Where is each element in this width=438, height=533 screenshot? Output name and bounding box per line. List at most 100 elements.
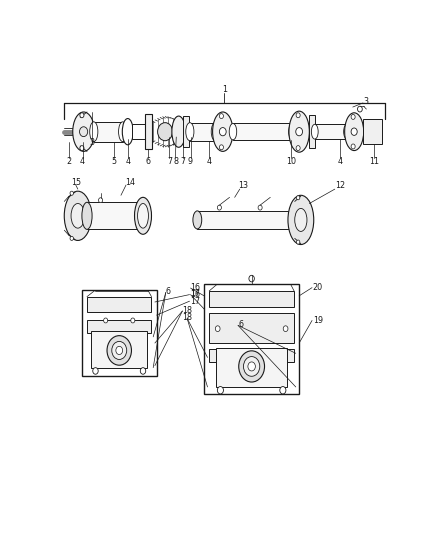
Bar <box>209 349 294 361</box>
Text: 17: 17 <box>191 297 201 306</box>
Text: 3: 3 <box>363 97 368 106</box>
Text: 3: 3 <box>90 138 95 147</box>
Text: 7: 7 <box>167 157 172 166</box>
Ellipse shape <box>138 204 148 228</box>
Ellipse shape <box>186 123 194 141</box>
Text: 16: 16 <box>191 290 201 299</box>
Bar <box>315 124 347 139</box>
Text: 10: 10 <box>286 157 296 166</box>
Circle shape <box>283 326 288 332</box>
Bar <box>197 211 293 229</box>
Ellipse shape <box>288 195 314 245</box>
Text: 4: 4 <box>207 157 212 166</box>
Text: 11: 11 <box>369 157 379 166</box>
Circle shape <box>107 336 131 365</box>
Circle shape <box>351 144 355 149</box>
Text: 5: 5 <box>112 157 117 166</box>
Text: 1: 1 <box>222 85 227 94</box>
Text: 6: 6 <box>238 320 243 329</box>
Ellipse shape <box>229 124 237 140</box>
Circle shape <box>296 113 300 118</box>
Text: 8: 8 <box>174 157 179 166</box>
Ellipse shape <box>345 113 364 150</box>
Circle shape <box>70 191 74 195</box>
Bar <box>309 115 315 148</box>
Circle shape <box>239 351 265 382</box>
Circle shape <box>140 368 146 374</box>
Circle shape <box>131 318 135 323</box>
Circle shape <box>219 114 223 118</box>
Ellipse shape <box>289 124 296 140</box>
Ellipse shape <box>119 122 127 142</box>
Text: 4: 4 <box>337 157 343 166</box>
Ellipse shape <box>73 112 95 151</box>
Ellipse shape <box>122 118 133 145</box>
Ellipse shape <box>295 208 307 231</box>
Bar <box>94 122 123 142</box>
Circle shape <box>258 205 262 210</box>
Circle shape <box>249 276 254 282</box>
Text: 14: 14 <box>125 177 135 187</box>
Bar <box>87 297 152 312</box>
Circle shape <box>116 346 123 354</box>
Ellipse shape <box>172 116 185 147</box>
Bar <box>82 290 156 376</box>
Text: 18: 18 <box>182 313 192 322</box>
Text: 4: 4 <box>80 157 85 166</box>
Circle shape <box>215 326 220 332</box>
Text: 7: 7 <box>180 157 186 166</box>
Bar <box>204 284 299 394</box>
Bar <box>183 116 189 147</box>
Ellipse shape <box>311 124 318 139</box>
Text: 4: 4 <box>125 157 130 166</box>
Circle shape <box>351 115 355 119</box>
Circle shape <box>351 128 357 135</box>
Circle shape <box>357 106 362 112</box>
Circle shape <box>219 145 223 150</box>
Bar <box>363 119 382 144</box>
Circle shape <box>104 318 108 323</box>
Circle shape <box>70 236 74 240</box>
Bar <box>92 330 147 368</box>
Ellipse shape <box>212 112 233 151</box>
Circle shape <box>93 368 98 374</box>
Circle shape <box>112 342 127 359</box>
Bar <box>209 313 294 343</box>
Ellipse shape <box>134 197 152 235</box>
Ellipse shape <box>193 211 202 229</box>
Ellipse shape <box>71 204 85 228</box>
Circle shape <box>80 146 84 150</box>
Ellipse shape <box>211 123 219 141</box>
Bar <box>132 124 146 139</box>
Ellipse shape <box>90 122 98 142</box>
Circle shape <box>297 196 300 200</box>
Circle shape <box>280 386 286 394</box>
Text: 15: 15 <box>71 177 81 187</box>
Text: 20: 20 <box>313 283 323 292</box>
Bar <box>233 124 293 140</box>
Circle shape <box>296 127 303 136</box>
Ellipse shape <box>289 111 309 152</box>
Text: 13: 13 <box>238 181 248 190</box>
Text: 16: 16 <box>191 282 201 292</box>
Circle shape <box>219 127 226 136</box>
Text: 19: 19 <box>313 316 323 325</box>
Circle shape <box>99 198 102 203</box>
Text: 12: 12 <box>335 181 345 190</box>
Circle shape <box>248 362 255 371</box>
Bar <box>216 348 287 387</box>
Circle shape <box>217 386 223 394</box>
Ellipse shape <box>64 191 92 240</box>
Circle shape <box>158 123 173 141</box>
Circle shape <box>217 205 222 210</box>
Bar <box>190 123 215 141</box>
Circle shape <box>297 240 300 244</box>
Circle shape <box>296 146 300 150</box>
Bar <box>145 115 152 149</box>
Text: 6: 6 <box>166 287 171 296</box>
Text: 18: 18 <box>182 306 192 314</box>
Bar <box>87 202 143 229</box>
Ellipse shape <box>82 202 92 229</box>
Bar <box>209 291 294 308</box>
Circle shape <box>80 113 84 118</box>
